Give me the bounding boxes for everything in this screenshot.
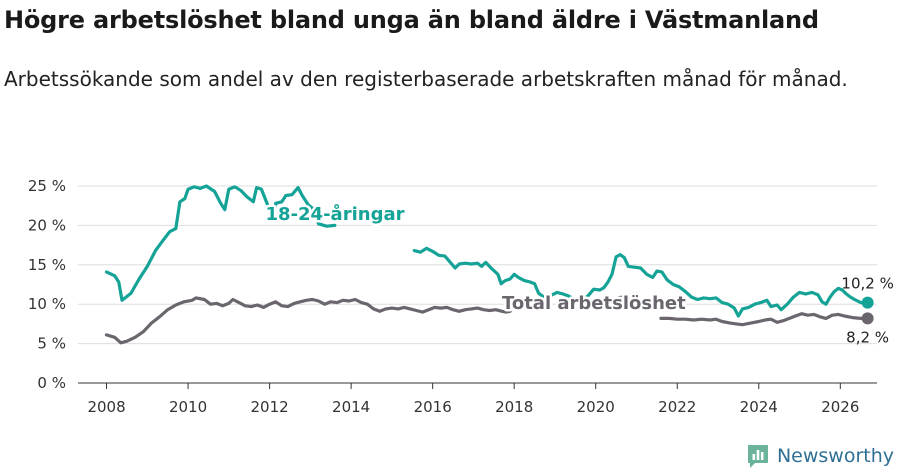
x-tick-label: 2012 — [251, 398, 289, 416]
series-line — [659, 312, 870, 327]
end-point-marker — [861, 312, 874, 325]
y-tick-label: 20 % — [28, 216, 66, 234]
x-tick-label: 2022 — [658, 398, 696, 416]
chart-title: Högre arbetslöshet bland unga än bland ä… — [4, 6, 819, 34]
end-point-marker — [861, 296, 874, 309]
x-tick-label: 2008 — [87, 398, 125, 416]
brand-name: Newsworthy — [776, 445, 894, 467]
y-tick-label: 5 % — [37, 335, 66, 353]
x-tick-label: 2014 — [332, 398, 370, 416]
labels: 18-24-åringar Total arbetslöshet 10,2 % 8,2… — [263, 200, 894, 346]
x-tick-label: 2020 — [577, 398, 615, 416]
series-label: Total arbetslöshet — [502, 293, 686, 314]
series-line — [612, 295, 627, 302]
end-value-label: 10,2 % — [841, 275, 893, 293]
newsworthy-logo-icon — [747, 445, 768, 468]
y-tick-label: 15 % — [28, 256, 66, 274]
brand-logo: Newsworthy — [745, 442, 894, 470]
series-label: 18-24-åringar — [266, 203, 405, 225]
y-tick-label: 25 % — [28, 177, 66, 195]
x-tick-label: 2024 — [740, 398, 778, 416]
end-value-label: 8,2 % — [846, 328, 889, 346]
x-tick-label: 2016 — [414, 398, 452, 416]
series-line — [412, 246, 870, 318]
x-tick-label: 2026 — [821, 398, 859, 416]
series-lines — [104, 184, 870, 345]
y-tick-label: 10 % — [28, 295, 66, 313]
y-tick-label: 0 % — [37, 374, 66, 392]
x-tick-label: 2010 — [169, 398, 207, 416]
series-line — [104, 296, 512, 345]
series-line — [104, 184, 337, 302]
chart-subtitle: Arbetssökande som andel av den registerb… — [4, 67, 848, 91]
axes: 0 % 5 % 10 % 15 % 20 % 25 % 2008 2010 2012 2014 20… — [28, 177, 877, 416]
x-tick-label: 2018 — [495, 398, 533, 416]
